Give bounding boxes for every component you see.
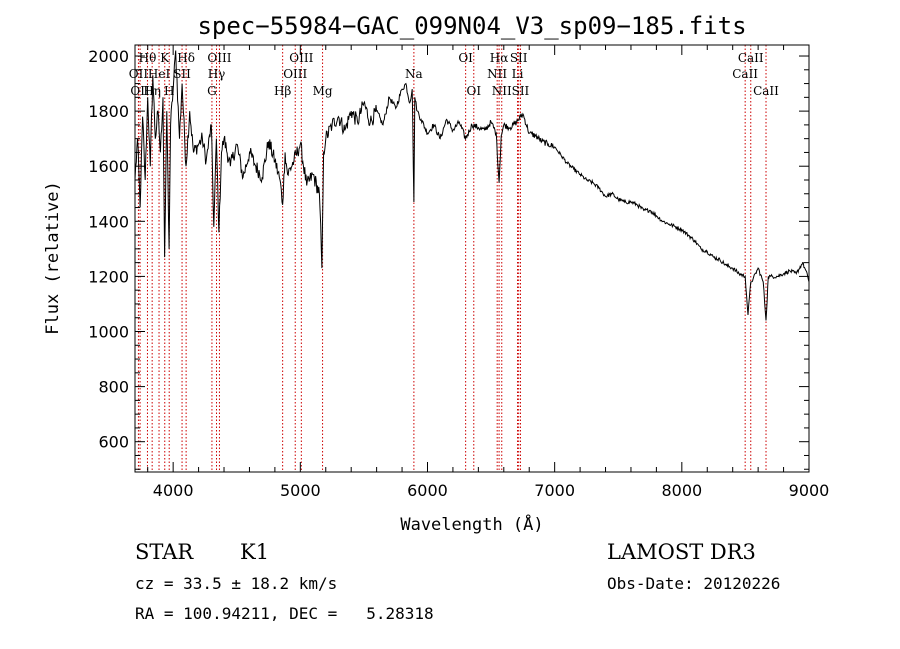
- y-tick-label: 1200: [88, 267, 129, 286]
- line-label-21: NII: [492, 84, 512, 98]
- spectrum-chart: spec−55984−GAC_099N04_V3_sp09−185.fits H…: [43, 12, 830, 535]
- redshift-cz: cz = 33.5 ± 18.2 km/s: [135, 574, 338, 593]
- line-label-19: Hα: [490, 51, 509, 65]
- ra-dec: RA = 100.94211, DEC = 5.28318: [135, 604, 434, 623]
- x-axis: 4000 5000 6000 7000 8000 9000: [147, 45, 830, 500]
- y-tick-label: 1400: [88, 212, 129, 231]
- object-class: STAR: [135, 540, 194, 564]
- plot-frame: [134, 44, 810, 473]
- line-label-25: CaII: [738, 51, 764, 65]
- y-axis: 600 800 1000 1200 1400 1600 1800 2000: [88, 47, 809, 470]
- line-label-16: Na: [405, 67, 423, 81]
- x-axis-label: Wavelength (Å): [400, 513, 543, 535]
- line-label-7: SII: [173, 67, 191, 81]
- line-label-8: Hδ: [177, 51, 195, 65]
- y-tick-label: 600: [98, 433, 129, 452]
- line-label-17: OI: [458, 51, 473, 65]
- line-label-22: SII: [510, 51, 528, 65]
- line-label-27: CaII: [753, 84, 779, 98]
- y-tick-label: 800: [98, 378, 129, 397]
- line-label-10: Hγ: [208, 67, 226, 81]
- line-label-18: OI: [466, 84, 481, 98]
- y-tick-label: 1600: [88, 157, 129, 176]
- y-tick-label: 1800: [88, 102, 129, 121]
- line-markers: [137, 45, 767, 472]
- x-tick-label: 9000: [789, 481, 830, 500]
- x-tick-label: 4000: [153, 481, 194, 500]
- x-tick-label: 7000: [534, 481, 575, 500]
- line-label-5: HeI: [148, 67, 171, 81]
- survey-name: LAMOST DR3: [607, 540, 756, 564]
- line-label-12: Hβ: [274, 84, 291, 98]
- object-subclass: K1: [240, 540, 270, 564]
- line-label-23: Li: [512, 67, 524, 81]
- obs-date: Obs-Date: 20120226: [607, 574, 781, 593]
- x-tick-label: 5000: [280, 481, 321, 500]
- y-tick-label: 2000: [88, 47, 129, 66]
- x-tick-label: 6000: [407, 481, 448, 500]
- line-label-14: OIII: [283, 67, 307, 81]
- line-label-4: K: [160, 51, 170, 65]
- line-label-0: Hθ: [139, 51, 157, 65]
- spectrum-line: [134, 50, 810, 321]
- line-label-6: H: [164, 84, 174, 98]
- line-label-1: OII: [129, 67, 149, 81]
- chart-title: spec−55984−GAC_099N04_V3_sp09−185.fits: [197, 12, 746, 40]
- line-label-13: OIII: [289, 51, 313, 65]
- x-tick-label: 8000: [661, 481, 702, 500]
- line-label-15: Mg: [313, 84, 333, 98]
- line-label-26: CaII: [732, 67, 758, 81]
- line-label-9: OIII: [207, 51, 231, 65]
- line-label-20: NII: [487, 67, 507, 81]
- y-tick-label: 1000: [88, 323, 129, 342]
- line-label-24: SII: [512, 84, 530, 98]
- y-axis-label: Flux (relative): [43, 181, 63, 335]
- line-label-11: G: [207, 84, 217, 98]
